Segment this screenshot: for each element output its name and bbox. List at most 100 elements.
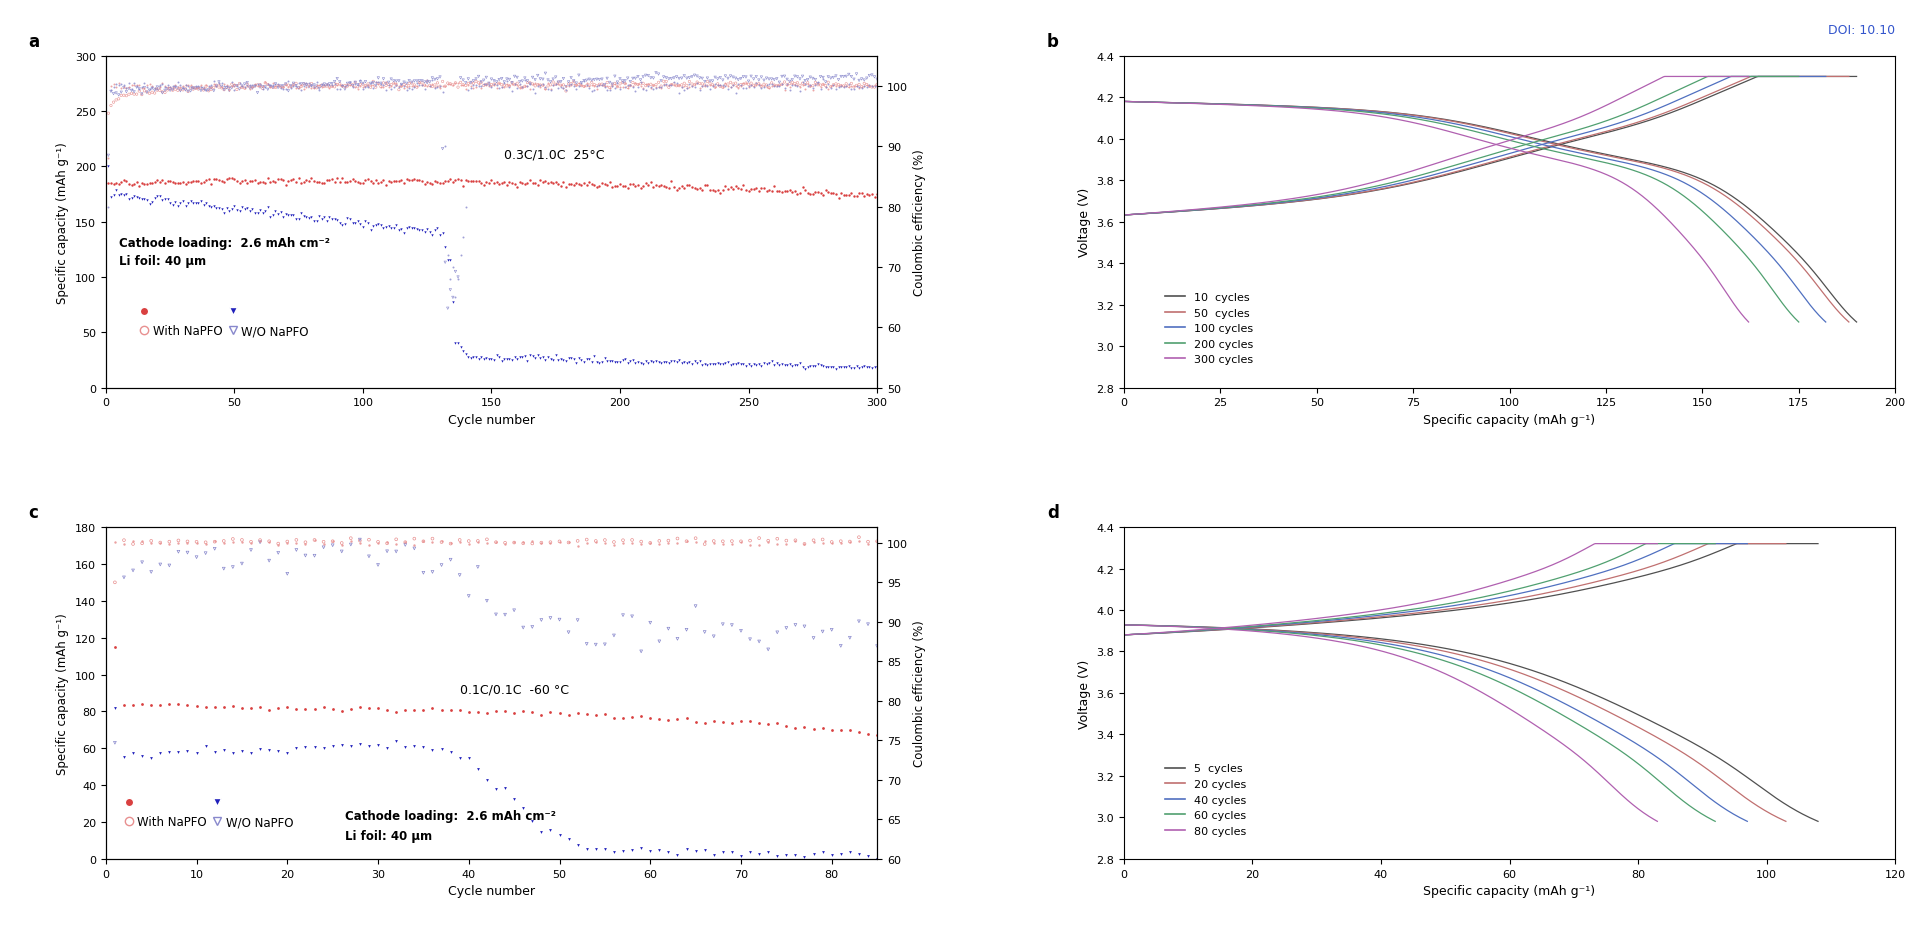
Point [490, 73, 521, 88]
Point [473, 76, 504, 92]
Point [398, 538, 429, 553]
Point [335, 702, 365, 717]
Point [127, 80, 158, 95]
Point [173, 176, 204, 191]
Point [854, 78, 885, 93]
Point [498, 607, 529, 622]
Point [554, 625, 585, 640]
Point [450, 79, 481, 94]
Point [802, 77, 833, 93]
Point [710, 356, 740, 371]
Point [208, 83, 238, 98]
Point [208, 534, 238, 549]
Point [642, 355, 673, 370]
Point [154, 196, 185, 211]
Point [100, 640, 131, 655]
Point [640, 80, 671, 95]
Point [594, 175, 625, 190]
Point [788, 537, 819, 552]
Point [306, 177, 337, 192]
Point [308, 537, 338, 552]
Point [112, 81, 142, 96]
Point [129, 81, 160, 96]
Point [200, 79, 231, 94]
Point [825, 535, 856, 550]
Point [542, 177, 573, 192]
Point [367, 78, 398, 93]
Point [577, 78, 608, 93]
Point [190, 79, 221, 94]
Point [256, 78, 287, 93]
Point [777, 185, 808, 200]
Point [602, 79, 633, 94]
Point [433, 76, 463, 92]
Text: Cathode loading:  2.6 mAh cm⁻²: Cathode loading: 2.6 mAh cm⁻² [119, 237, 329, 250]
Point [267, 80, 298, 95]
Point [587, 77, 617, 93]
Point [687, 79, 717, 94]
Point [173, 85, 204, 100]
Point [108, 80, 138, 95]
Point [217, 560, 248, 575]
Point [600, 77, 631, 93]
Point [750, 78, 781, 93]
Point [317, 79, 348, 94]
Point [679, 78, 710, 93]
Point [694, 82, 725, 97]
Point [679, 80, 710, 95]
Point [769, 184, 800, 199]
Point [812, 77, 842, 93]
Point [762, 849, 792, 864]
Point [763, 78, 794, 93]
Point [602, 355, 633, 370]
Point [708, 74, 738, 89]
Point [348, 220, 379, 235]
Point [727, 70, 758, 85]
Point [662, 355, 692, 370]
Point [252, 77, 283, 93]
Point [321, 212, 352, 228]
Point [608, 536, 638, 551]
Point [317, 172, 348, 187]
Point [771, 718, 802, 733]
Point [192, 84, 223, 99]
Point [581, 534, 612, 549]
Point [671, 78, 702, 93]
Point [344, 552, 375, 567]
Point [419, 81, 450, 96]
Point [208, 176, 238, 191]
Point [810, 79, 840, 94]
Point [281, 532, 312, 548]
Point [142, 190, 173, 205]
Point [758, 73, 788, 88]
Point [669, 83, 700, 98]
Point [723, 77, 754, 93]
Point [371, 78, 402, 93]
Point [404, 76, 435, 91]
Point [96, 177, 127, 192]
Point [231, 177, 262, 192]
Point [862, 534, 892, 549]
Point [181, 79, 212, 94]
Point [463, 352, 494, 367]
Point [98, 95, 129, 110]
Point [154, 537, 185, 552]
Point [587, 73, 617, 88]
Point [862, 639, 892, 654]
Point [512, 354, 542, 369]
Point [467, 76, 498, 92]
Point [733, 79, 763, 94]
Point [631, 79, 662, 94]
Point [188, 176, 219, 191]
Point [294, 80, 325, 95]
Point [275, 79, 306, 94]
Point [692, 75, 723, 90]
Point [669, 181, 700, 196]
Point [648, 77, 679, 93]
Point [581, 684, 612, 700]
Point [765, 77, 796, 93]
Point [371, 220, 402, 235]
Point [238, 174, 269, 189]
Point [108, 570, 138, 585]
Point [160, 82, 190, 97]
